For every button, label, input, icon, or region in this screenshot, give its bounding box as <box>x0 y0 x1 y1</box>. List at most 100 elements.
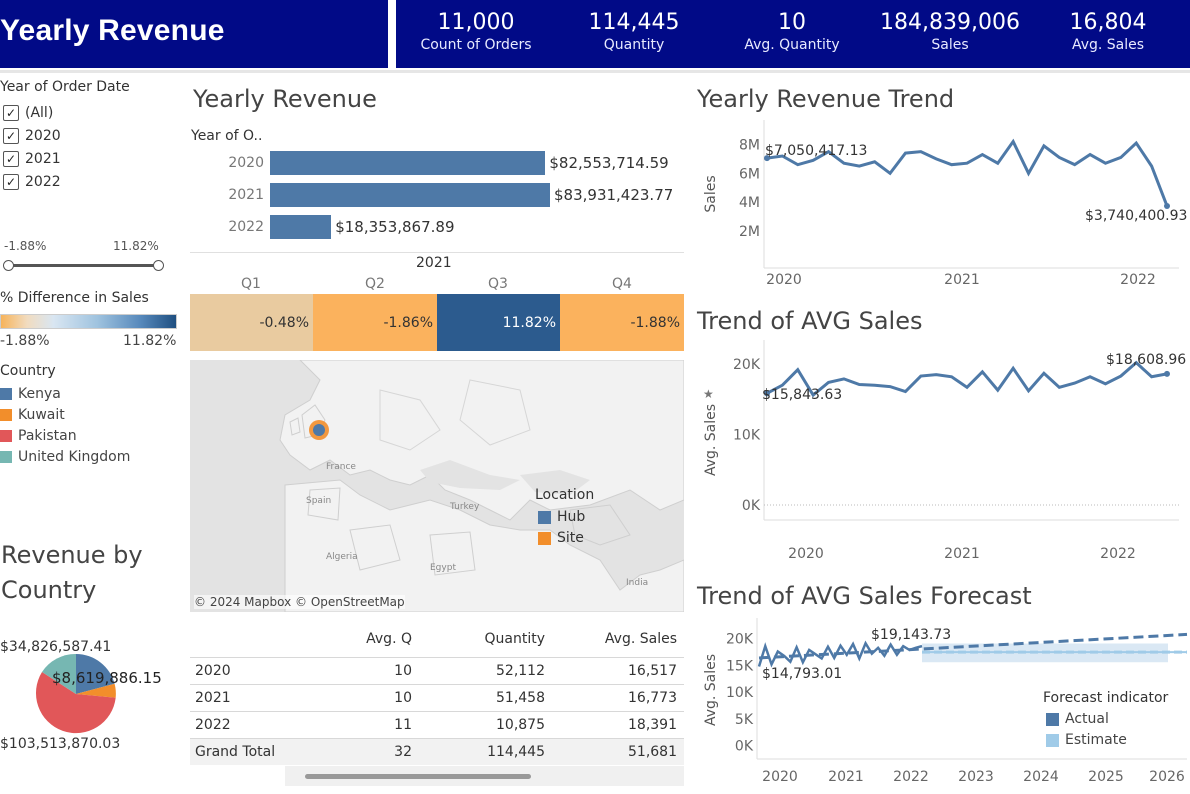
x-tick-label: 2021 <box>944 546 980 562</box>
y-tick-label: 2M <box>739 224 760 240</box>
cell-quantity: 52,112 <box>496 663 545 679</box>
y-tick-label: 15K <box>726 658 754 674</box>
map-label-spain: Spain <box>306 496 332 506</box>
divider <box>190 252 684 253</box>
country-legend-kenya[interactable]: Kenya <box>0 384 61 404</box>
legend-label: United Kingdom <box>18 449 131 465</box>
checkbox-checked-icon[interactable]: ✓ <box>3 105 19 121</box>
column-header-avg-sales[interactable]: Avg. Sales <box>604 631 677 647</box>
x-tick-label: 2022 <box>1100 546 1136 562</box>
legend-label: Actual <box>1065 711 1109 727</box>
legend-label: Hub <box>557 509 586 525</box>
bar-axis-header: Year of O.. <box>191 128 263 144</box>
revenue-bar[interactable] <box>270 215 332 239</box>
heatmap-cell-q4[interactable]: -1.88% <box>560 294 684 351</box>
trend-start-label: $7,050,417.13 <box>765 143 868 159</box>
slider-track[interactable] <box>8 264 158 267</box>
location-map[interactable]: France Spain Algeria Egypt Turkey India … <box>190 360 684 612</box>
avg-start-label: $15,843.63 <box>762 387 843 403</box>
diff-legend-title: % Difference in Sales <box>0 290 149 306</box>
sales-trend-line[interactable] <box>766 138 1169 207</box>
heatmap-quarter-q2: Q2 <box>365 276 385 292</box>
revenue-bar[interactable] <box>270 151 546 175</box>
y-axis-title: Sales <box>703 175 719 212</box>
year-filter-option-2020[interactable]: ✓ 2020 <box>3 126 61 146</box>
y-tick-label: 4M <box>739 195 760 211</box>
pie-slice-kuwait[interactable] <box>76 683 116 698</box>
avg-end-point[interactable] <box>1164 370 1170 377</box>
trend-forecast-line[interactable] <box>758 632 1188 660</box>
forecast-legend-actual[interactable]: Actual <box>1046 711 1109 727</box>
table-scrollbar[interactable] <box>285 766 684 786</box>
avg-trend-chart-title: Trend of AVG Sales <box>697 307 923 335</box>
map-marker-hub[interactable] <box>313 424 325 436</box>
diff-min-label: -1.88% <box>0 333 50 349</box>
x-tick-label: 2020 <box>788 546 824 562</box>
title-banner: Yearly Revenue <box>0 0 388 68</box>
forecast-legend-title: Forecast indicator <box>1043 690 1169 706</box>
heatmap-cell-q1[interactable]: -0.48% <box>190 294 313 351</box>
pie-slice-pakistan[interactable] <box>35 672 116 734</box>
column-header-avg-q[interactable]: Avg. Q <box>366 631 412 647</box>
year-filter-option-2021[interactable]: ✓ 2021 <box>3 149 61 169</box>
column-header-quantity[interactable]: Quantity <box>484 631 546 647</box>
title-line: Country <box>1 576 97 604</box>
slider-min-handle[interactable] <box>3 260 14 271</box>
y-tick-label: 10K <box>726 685 754 701</box>
country-legend-kuwait[interactable]: Kuwait <box>0 405 65 425</box>
country-legend-pakistan[interactable]: Pakistan <box>0 426 77 446</box>
location-legend-hub[interactable]: Hub <box>538 509 585 525</box>
x-tick-label: 2021 <box>828 769 864 785</box>
y-axis-title: Avg. Sales <box>703 404 719 476</box>
heatmap-cell-q2[interactable]: -1.86% <box>313 294 437 351</box>
avg-sales-line[interactable] <box>766 360 1168 398</box>
swatch-icon <box>0 451 12 463</box>
cell-avg-sales: 16,773 <box>628 690 677 706</box>
kpi-banner: 11,000 Count of Orders 114,445 Quantity … <box>396 0 1190 68</box>
x-tick-label: 2026 <box>1149 769 1185 785</box>
checkbox-checked-icon[interactable]: ✓ <box>3 128 19 144</box>
trend-chart-title: Yearly Revenue Trend <box>697 85 955 113</box>
x-tick-label: 2020 <box>766 272 802 288</box>
pie-slice-united-kingdom[interactable] <box>42 653 76 694</box>
cell-avg-sales: 51,681 <box>628 744 677 760</box>
cell-avg-q: 11 <box>394 717 412 733</box>
map-credit[interactable]: © 2024 Mapbox © OpenStreetMap <box>194 595 405 609</box>
heatmap-quarter-q1: Q1 <box>241 276 261 292</box>
cell-year: 2022 <box>195 717 231 733</box>
forecast-legend-estimate[interactable]: Estimate <box>1046 732 1127 748</box>
location-legend-site[interactable]: Site <box>538 530 584 546</box>
bar-category-label: 2020 <box>228 155 264 171</box>
actual-sales-line[interactable] <box>757 640 923 668</box>
heatmap-cell-q3[interactable]: 11.82% <box>437 294 560 351</box>
kpi-sales: 184,839,006 Sales <box>870 10 1030 54</box>
checkbox-checked-icon[interactable]: ✓ <box>3 174 19 190</box>
trend-start-point[interactable] <box>764 155 770 162</box>
trend-end-point[interactable] <box>1164 202 1170 209</box>
table-row: 2020 10 52,112 16,517 <box>190 657 684 684</box>
pie-label-uk: $34,826,587.41 <box>0 639 112 655</box>
scrollbar-thumb[interactable] <box>305 774 531 779</box>
checkbox-checked-icon[interactable]: ✓ <box>3 151 19 167</box>
kpi-avg-sales: 16,804 Avg. Sales <box>1038 10 1178 54</box>
pie-slice-kenya[interactable] <box>76 654 115 694</box>
map-label-egypt: Egypt <box>430 563 456 573</box>
country-legend-united-kingdom[interactable]: United Kingdom <box>0 447 130 467</box>
kpi-value: 114,445 <box>588 10 680 35</box>
revenue-bar[interactable] <box>270 183 550 207</box>
pin-icon[interactable]: ★ <box>703 387 714 401</box>
swatch-icon <box>538 510 551 524</box>
kpi-label: Avg. Quantity <box>744 37 840 53</box>
year-filter-option-2022[interactable]: ✓ 2022 <box>3 172 61 192</box>
kpi-count-of-orders: 11,000 Count of Orders <box>406 10 546 54</box>
year-filter-title: Year of Order Date <box>0 79 130 95</box>
y-tick-label: 10K <box>733 428 761 444</box>
x-tick-label: 2022 <box>1120 272 1156 288</box>
year-filter-option-all[interactable]: ✓ (All) <box>3 103 53 123</box>
x-tick-label: 2025 <box>1088 769 1124 785</box>
slider-max-handle[interactable] <box>153 260 164 271</box>
avg-start-point[interactable] <box>764 390 770 397</box>
trend-end-label: $3,740,400.93 <box>1085 208 1188 224</box>
cell-quantity: 114,445 <box>487 744 545 760</box>
heatmap-quarter-q4: Q4 <box>612 276 632 292</box>
